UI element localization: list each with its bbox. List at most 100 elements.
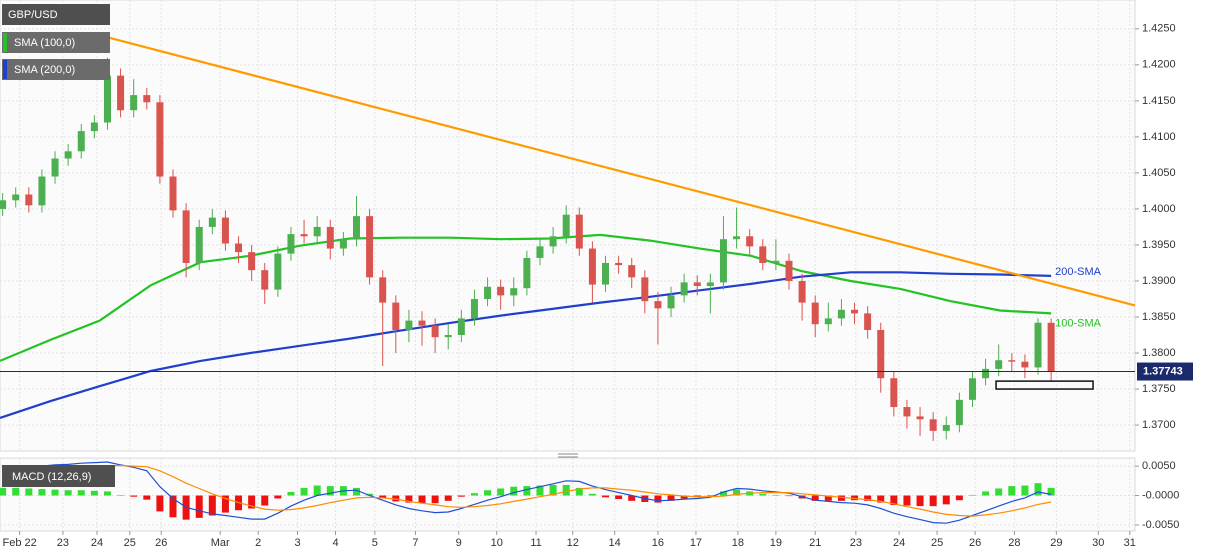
candle-body [851,309,859,314]
candle-body [470,298,478,319]
candle-body [143,95,151,103]
candle-body [169,176,177,211]
histogram-bar [733,489,741,496]
candle-body [706,282,714,287]
support-zone [995,380,1094,390]
candle-body [628,265,636,278]
candle-body [824,318,832,325]
histogram-bar [379,495,387,498]
candle-body [549,236,557,247]
histogram-bar [837,495,845,501]
histogram-bar [1008,486,1016,496]
candle-body [418,320,426,326]
histogram-bar [864,495,872,501]
candle-body [1047,322,1055,372]
histogram-bar [195,495,203,518]
x-tick-label: 24 [893,537,905,549]
histogram-bar [0,487,7,496]
candle-body [313,226,321,237]
candle-body [25,194,33,206]
candle-body [759,246,767,263]
macd-line [2,464,1052,517]
histogram-bar [982,491,990,496]
x-tick-label: 10 [491,537,503,549]
histogram-bar [261,495,269,506]
histogram-bar [877,495,885,503]
candle-body [890,378,898,408]
candle-body [772,260,780,263]
histogram-bar [785,495,793,497]
candle-body [274,253,282,290]
histogram-bar [588,493,596,496]
candle-body [261,270,269,290]
candle-body [968,378,976,400]
histogram-bar [903,495,911,506]
candle-body [64,151,72,159]
candle-body [457,318,465,336]
trendline [96,33,1136,307]
price-layer: 1.3700 1.3750 1.3800 1.3850 1.3900 1.3950 1.40… [0,0,1193,451]
candle-body [811,302,819,325]
y-tick-label: 1.3900 [1142,275,1176,287]
x-tick-label: 25 [931,537,943,549]
x-tick-label: 21 [809,537,821,549]
histogram-bar [968,494,976,496]
legend-box [2,59,110,80]
legend-swatch [3,33,7,52]
candle-body [235,243,243,253]
x-tick-label: 25 [124,537,136,549]
histogram-bar [418,495,426,504]
histogram-bar [287,492,295,496]
y-tick-label: 0.0050 [1142,460,1176,472]
symbol-title: GBP/USD [8,9,58,21]
histogram-bar [484,490,492,496]
candle-body [536,246,544,258]
histogram-bar [942,495,950,505]
histogram-bar [366,493,374,496]
candle-body [221,217,229,244]
histogram-bar [470,493,478,496]
x-tick-label: 7 [412,537,418,549]
sma-label: 100-SMA [1055,317,1102,329]
histogram-bar [890,495,898,505]
candle-body [955,399,963,426]
histogram-bar [444,495,452,501]
current-price-label: 1.37743 [1143,365,1183,377]
histogram-bar [274,495,282,499]
histogram-bar [77,490,85,496]
histogram-bar [523,486,531,496]
histogram-bar [562,484,570,496]
candle-body [602,262,610,285]
candle-body [392,302,400,330]
histogram-bar [549,484,557,496]
candle-body [431,325,439,338]
sma-label: 200-SMA [1055,266,1102,278]
candle-body [326,226,334,249]
y-tick-label: -0.0050 [1142,519,1179,531]
y-tick-label: 1.4150 [1142,95,1176,107]
candle-body [352,216,360,240]
x-tick-label: Mar [211,537,230,549]
candle-body [103,75,111,123]
histogram-bar [929,495,937,507]
candle-body [523,257,531,289]
candle-body [785,260,793,281]
candle-body [195,226,203,263]
histogram-bar [772,494,780,496]
candle-body [719,239,727,283]
histogram-bar [955,495,963,501]
histogram-bar [497,488,505,496]
histogram-bar [654,495,662,503]
histogram-bar [117,494,125,496]
x-tick-label: 23 [850,537,862,549]
x-tick-label: 28 [1008,537,1020,549]
candle-body [208,217,216,227]
candle-body [877,329,885,379]
histogram-bar [90,490,98,496]
histogram-bar [221,495,229,513]
histogram-bar [510,486,518,496]
candle-body [248,252,256,271]
histogram-bar [300,487,308,496]
